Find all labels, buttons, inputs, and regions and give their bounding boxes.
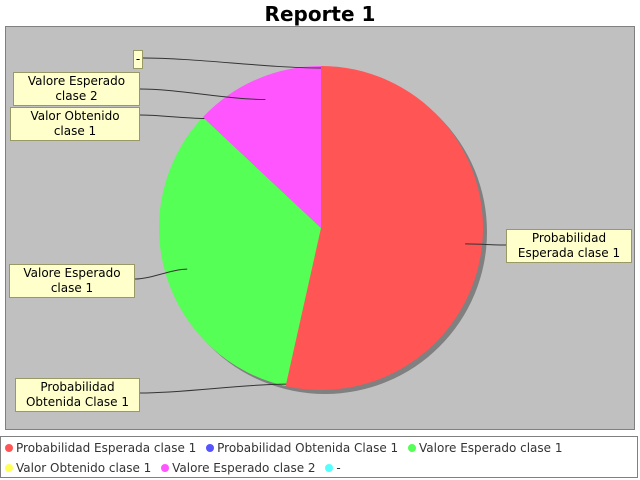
pie-slice-0 <box>285 66 484 391</box>
legend-label: Valor Obtenido clase 1 <box>16 461 152 475</box>
label-leader-line-4 <box>139 88 266 101</box>
legend-label: Probabilidad Obtenida Clase 1 <box>217 441 399 455</box>
pie-chart <box>134 57 507 394</box>
legend-swatch <box>161 464 170 472</box>
legend-swatch <box>408 444 417 452</box>
legend-item-dash: - <box>325 461 341 475</box>
legend-item-probabilidad-esperada: Probabilidad Esperada clase 1 <box>5 441 196 455</box>
pie-label-valore-esperado-2: Valore Esperado clase 2 <box>13 72 140 106</box>
pie-label-dash: - <box>133 50 143 69</box>
label-leader-line-1 <box>139 383 287 394</box>
plot-area: Probabilidad Esperada clase 1 Probabilid… <box>5 26 635 430</box>
legend-swatch <box>5 444 13 452</box>
pie-label-probabilidad-esperada: Probabilidad Esperada clase 1 <box>506 229 632 263</box>
legend-swatch <box>5 464 13 472</box>
pie-slice-2 <box>159 117 321 387</box>
chart-title: Reporte 1 <box>264 2 376 26</box>
legend-label: Probabilidad Esperada clase 1 <box>16 441 197 455</box>
legend: Probabilidad Esperada clase 1 Probabilid… <box>0 436 638 478</box>
pie-label-valore-esperado-1: Valore Esperado clase 1 <box>9 264 135 298</box>
label-leader-line-0 <box>465 243 507 246</box>
pie-slice-4 <box>202 66 321 228</box>
pie-label-probabilidad-obtenida: Probabilidad Obtenida Clase 1 <box>15 378 140 412</box>
legend-row: Probabilidad Esperada clase 1 Probabilid… <box>5 441 568 457</box>
legend-item-valore-esperado-2: Valore Esperado clase 2 <box>161 461 316 475</box>
label-leader-line-3 <box>139 114 205 119</box>
legend-item-probabilidad-obtenida: Probabilidad Obtenida Clase 1 <box>206 441 398 455</box>
legend-row: Valor Obtenido clase 1 Valore Esperado c… <box>5 461 347 477</box>
legend-label: Valore Esperado clase 2 <box>172 461 316 475</box>
legend-label: - <box>336 461 341 475</box>
legend-swatch <box>206 444 215 452</box>
legend-item-valor-obtenido: Valor Obtenido clase 1 <box>5 461 151 475</box>
label-leader-line-2 <box>134 268 188 280</box>
legend-label: Valore Esperado clase 1 <box>419 441 563 455</box>
legend-swatch <box>325 464 334 472</box>
legend-item-valore-esperado-1: Valore Esperado clase 1 <box>408 441 562 455</box>
pie-label-valor-obtenido: Valor Obtenido clase 1 <box>10 107 140 141</box>
label-leader-line-5 <box>142 57 322 69</box>
